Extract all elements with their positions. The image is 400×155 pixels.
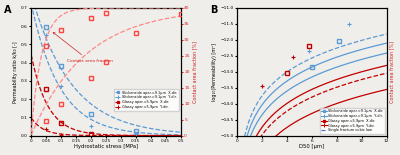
Text: A: A xyxy=(4,5,12,15)
Y-axis label: Contact area fraction [%]: Contact area fraction [%] xyxy=(193,41,198,103)
Text: Contact area fraction: Contact area fraction xyxy=(53,32,113,63)
Text: B: B xyxy=(210,5,217,15)
Legend: Slickenside aper.=9.1μm  X-dir., Slickenside aper.=9.1μm  Y-dir., Glassy aper.=5: Slickenside aper.=9.1μm X-dir., Slickens… xyxy=(320,108,385,134)
X-axis label: D50 [μm]: D50 [μm] xyxy=(299,144,324,149)
Legend: Slickenside aper.=9.1μm  X-dir., Slickenside aper.=9.1μm  Y-dir., Glassy aper.=5: Slickenside aper.=9.1μm X-dir., Slickens… xyxy=(114,89,179,111)
Y-axis label: Contact area fraction [%]: Contact area fraction [%] xyxy=(390,41,394,103)
Y-axis label: log₁₀(Permeability) [m²]: log₁₀(Permeability) [m²] xyxy=(212,43,217,101)
Y-axis label: Permeability ratio k/k₀ [-]: Permeability ratio k/k₀ [-] xyxy=(13,41,18,103)
X-axis label: Hydrostatic stress [MPa]: Hydrostatic stress [MPa] xyxy=(74,144,138,149)
